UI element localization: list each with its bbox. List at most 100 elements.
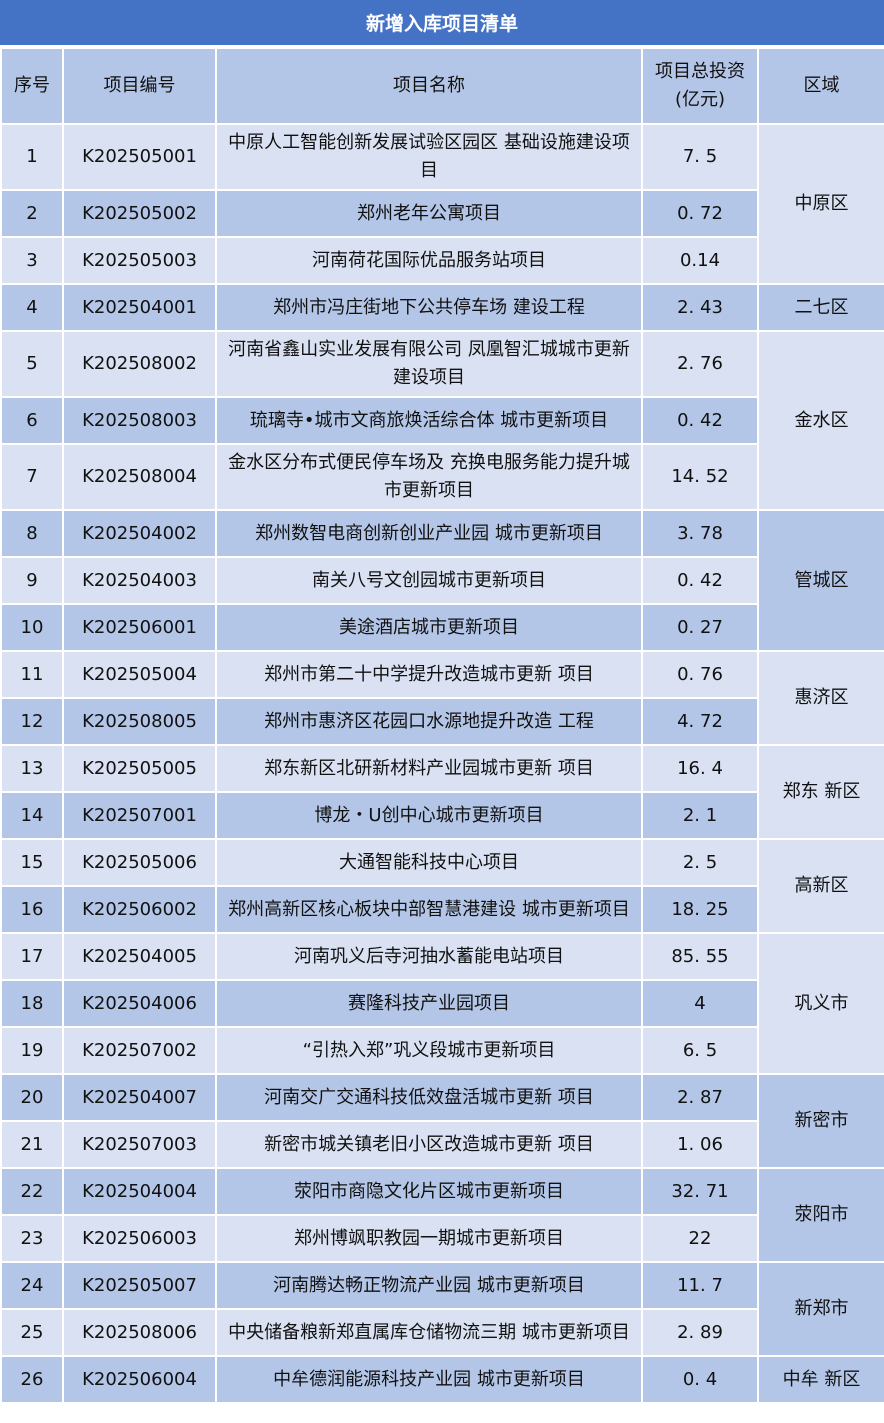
cell-name: 中牟德润能源科技产业园 城市更新项目 — [215, 1355, 643, 1404]
cell-investment: 11. 7 — [641, 1261, 759, 1310]
cell-region: 新郑市 — [757, 1261, 884, 1357]
cell-name: 河南巩义后寺河抽水蓄能电站项目 — [215, 932, 643, 981]
cell-code: K202504001 — [62, 283, 217, 332]
cell-index: 14 — [0, 791, 64, 840]
table-row: 11 K202505004 郑州市第二十中学提升改造城市更新 项目 0. 76 惠济区 — [0, 650, 884, 746]
cell-name: 琉璃寺•城市文商旅焕活综合体 城市更新项目 — [215, 396, 643, 445]
cell-investment: 4. 72 — [641, 697, 759, 746]
cell-region: 二七区 — [757, 283, 884, 332]
cell-code: K202505003 — [62, 236, 217, 285]
table-row: 8 K202504002 郑州数智电商创新创业产业园 城市更新项目 3. 78 管城区 — [0, 509, 884, 652]
cell-index: 6 — [0, 396, 64, 445]
cell-index: 25 — [0, 1308, 64, 1357]
cell-code: K202506003 — [62, 1214, 217, 1263]
table-row: 12 K202508005 郑州市惠济区花园口水源地提升改造 工程 4. 72 — [0, 697, 884, 746]
cell-name: 荥阳市商隐文化片区城市更新项目 — [215, 1167, 643, 1216]
cell-investment: 32. 71 — [641, 1167, 759, 1216]
table-row: 7 K202508004 金水区分布式便民停车场及 充换电服务能力提升城市更新项目 1… — [0, 443, 884, 511]
cell-name: “引热入郑”巩义段城市更新项目 — [215, 1026, 643, 1075]
table-row: 16 K202506002 郑州高新区核心板块中部智慧港建设 城市更新项目 18. 2… — [0, 885, 884, 934]
cell-code: K202504006 — [62, 979, 217, 1028]
cell-investment: 3. 78 — [641, 509, 759, 558]
table-row: 26 K202506004 中牟德润能源科技产业园 城市更新项目 0. 4 中牟 新区 — [0, 1355, 884, 1404]
cell-investment: 18. 25 — [641, 885, 759, 934]
cell-name: 中央储备粮新郑直属库仓储物流三期 城市更新项目 — [215, 1308, 643, 1357]
cell-region: 高新区 — [757, 838, 884, 934]
cell-index: 2 — [0, 189, 64, 238]
table-row: 13 K202505005 郑东新区北研新材料产业园城市更新 项目 16. 4 郑东 新… — [0, 744, 884, 840]
cell-index: 22 — [0, 1167, 64, 1216]
cell-name: 博龙・U创中心城市更新项目 — [215, 791, 643, 840]
cell-investment: 6. 5 — [641, 1026, 759, 1075]
cell-region: 金水区 — [757, 330, 884, 511]
project-table: 序号 项目编号 项目名称 项目总投资(亿元) 区域 1 K202505001 中原人… — [0, 47, 884, 1404]
cell-index: 19 — [0, 1026, 64, 1075]
cell-index: 16 — [0, 885, 64, 934]
cell-name: 郑州博飒职教园一期城市更新项目 — [215, 1214, 643, 1263]
cell-region: 惠济区 — [757, 650, 884, 746]
cell-investment: 4 — [641, 979, 759, 1028]
table-title: 新增入库项目清单 — [0, 0, 884, 47]
cell-code: K202507003 — [62, 1120, 217, 1169]
cell-name: 南关八号文创园城市更新项目 — [215, 556, 643, 605]
cell-name: 郑州老年公寓项目 — [215, 189, 643, 238]
table-row: 18 K202504006 赛隆科技产业园项目 4 — [0, 979, 884, 1028]
cell-code: K202506004 — [62, 1355, 217, 1404]
table-row: 20 K202504007 河南交广交通科技低效盘活城市更新 项目 2. 87 新密市 — [0, 1073, 884, 1169]
table-row: 22 K202504004 荥阳市商隐文化片区城市更新项目 32. 71 荥阳市 — [0, 1167, 884, 1263]
cell-index: 3 — [0, 236, 64, 285]
table-row: 9 K202504003 南关八号文创园城市更新项目 0. 42 — [0, 556, 884, 605]
cell-index: 1 — [0, 123, 64, 191]
cell-investment: 2. 89 — [641, 1308, 759, 1357]
cell-investment: 2. 76 — [641, 330, 759, 398]
table-row: 15 K202505006 大通智能科技中心项目 2. 5 高新区 — [0, 838, 884, 934]
table-row: 2 K202505002 郑州老年公寓项目 0. 72 — [0, 189, 884, 238]
cell-name: 新密市城关镇老旧小区改造城市更新 项目 — [215, 1120, 643, 1169]
cell-code: K202505007 — [62, 1261, 217, 1310]
cell-name: 郑州市第二十中学提升改造城市更新 项目 — [215, 650, 643, 699]
table-row: 6 K202508003 琉璃寺•城市文商旅焕活综合体 城市更新项目 0. 42 — [0, 396, 884, 445]
cell-name: 河南交广交通科技低效盘活城市更新 项目 — [215, 1073, 643, 1122]
cell-index: 21 — [0, 1120, 64, 1169]
cell-index: 13 — [0, 744, 64, 793]
cell-code: K202505001 — [62, 123, 217, 191]
cell-investment: 2. 87 — [641, 1073, 759, 1122]
cell-code: K202505005 — [62, 744, 217, 793]
cell-region: 管城区 — [757, 509, 884, 652]
cell-index: 9 — [0, 556, 64, 605]
cell-region: 郑东 新区 — [757, 744, 884, 840]
cell-investment: 2. 1 — [641, 791, 759, 840]
table-row: 10 K202506001 美途酒店城市更新项目 0. 27 — [0, 603, 884, 652]
cell-code: K202508006 — [62, 1308, 217, 1357]
cell-investment: 1. 06 — [641, 1120, 759, 1169]
cell-index: 26 — [0, 1355, 64, 1404]
header-name: 项目名称 — [215, 47, 643, 125]
cell-investment: 0. 4 — [641, 1355, 759, 1404]
cell-code: K202504003 — [62, 556, 217, 605]
cell-name: 金水区分布式便民停车场及 充换电服务能力提升城市更新项目 — [215, 443, 643, 511]
table-row: 17 K202504005 河南巩义后寺河抽水蓄能电站项目 85. 55 巩义市 — [0, 932, 884, 1075]
cell-investment: 2. 5 — [641, 838, 759, 887]
cell-index: 8 — [0, 509, 64, 558]
table-row: 21 K202507003 新密市城关镇老旧小区改造城市更新 项目 1. 06 — [0, 1120, 884, 1169]
cell-code: K202507001 — [62, 791, 217, 840]
cell-code: K202508004 — [62, 443, 217, 511]
table-row: 23 K202506003 郑州博飒职教园一期城市更新项目 22 — [0, 1214, 884, 1263]
cell-region: 新密市 — [757, 1073, 884, 1169]
cell-index: 20 — [0, 1073, 64, 1122]
cell-region: 荥阳市 — [757, 1167, 884, 1263]
table-row: 25 K202508006 中央储备粮新郑直属库仓储物流三期 城市更新项目 2. 89 — [0, 1308, 884, 1357]
cell-index: 15 — [0, 838, 64, 887]
cell-index: 12 — [0, 697, 64, 746]
table-row: 3 K202505003 河南荷花国际优品服务站项目 0.14 — [0, 236, 884, 285]
cell-index: 23 — [0, 1214, 64, 1263]
cell-investment: 2. 43 — [641, 283, 759, 332]
cell-name: 中原人工智能创新发展试验区园区 基础设施建设项目 — [215, 123, 643, 191]
cell-name: 美途酒店城市更新项目 — [215, 603, 643, 652]
cell-investment: 14. 52 — [641, 443, 759, 511]
cell-code: K202508002 — [62, 330, 217, 398]
cell-code: K202506002 — [62, 885, 217, 934]
cell-name: 郑州数智电商创新创业产业园 城市更新项目 — [215, 509, 643, 558]
cell-name: 大通智能科技中心项目 — [215, 838, 643, 887]
cell-index: 5 — [0, 330, 64, 398]
